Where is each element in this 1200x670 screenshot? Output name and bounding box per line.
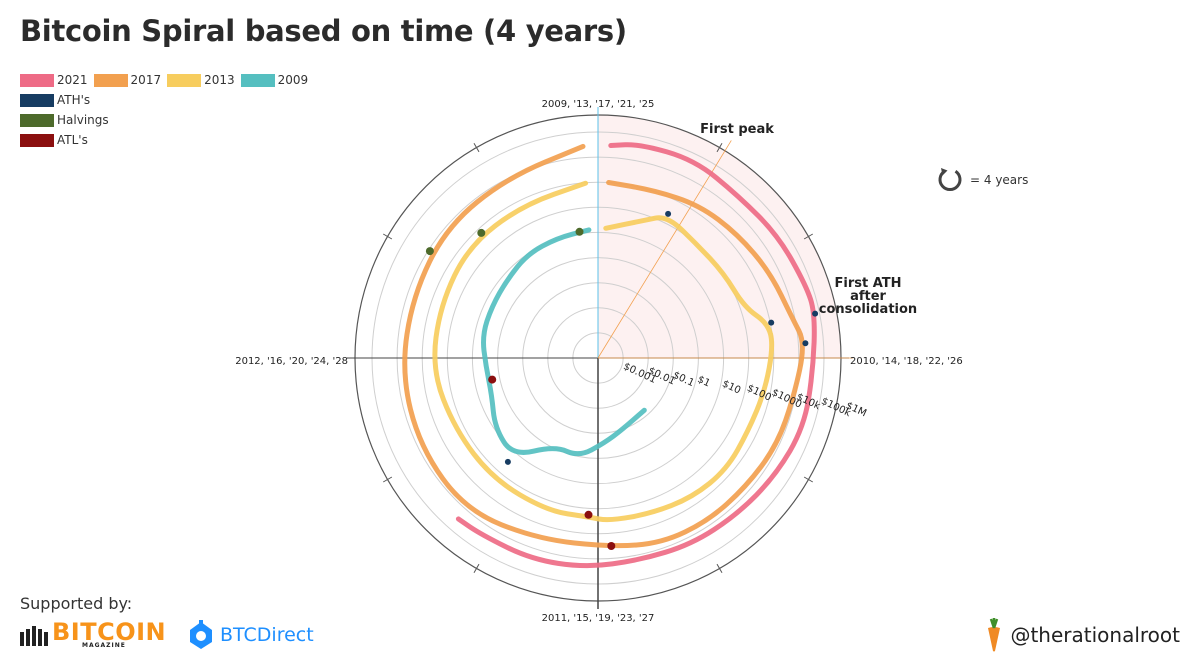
bitcoin-magazine-subword: MAGAZINE bbox=[82, 642, 126, 649]
legend-item-2013[interactable]: 2013 bbox=[167, 73, 235, 87]
chart-annotations: First peak First ATH after consolidation bbox=[700, 122, 917, 317]
legend-item-2021[interactable]: 2021 bbox=[20, 73, 88, 87]
angle-tick bbox=[473, 563, 480, 574]
chart-title: Bitcoin Spiral based on time (4 years) bbox=[20, 14, 627, 48]
angle-label-bottom: 2011, '15, '19, '23, '27 bbox=[542, 613, 655, 624]
legend-label-atl: ATL's bbox=[57, 133, 88, 147]
annotation-first-peak: First peak bbox=[700, 122, 774, 137]
ath-marker bbox=[812, 310, 819, 317]
legend-label-2013: 2013 bbox=[204, 73, 235, 87]
legend-item-atl[interactable]: ATL's bbox=[20, 130, 314, 150]
guide-line bbox=[597, 140, 732, 359]
series-2021 bbox=[455, 142, 817, 569]
series-2009 bbox=[481, 227, 647, 457]
legend-swatch-2017 bbox=[93, 73, 128, 87]
halving-marker bbox=[425, 247, 434, 256]
ath-marker bbox=[802, 340, 809, 347]
radial-tick-label: $1 bbox=[696, 374, 712, 389]
radial-tick-label: $0.1 bbox=[671, 370, 696, 389]
annotation-first-ath: First ATH after consolidation bbox=[819, 276, 917, 317]
legend-swatch-2021 bbox=[20, 73, 54, 87]
four-years-note: = 4 years bbox=[936, 166, 1028, 194]
angle-tick bbox=[716, 142, 723, 153]
btcdirect-logo[interactable]: BTCDirect bbox=[188, 620, 314, 650]
bitcoin-magazine-wordmark: BITCOIN bbox=[52, 618, 167, 646]
chart-grid bbox=[347, 107, 854, 609]
bitcoin-magazine-icon bbox=[20, 625, 48, 646]
legend-label-2021: 2021 bbox=[57, 73, 88, 87]
btcdirect-wordmark: BTCDirect bbox=[220, 624, 314, 646]
angle-label-right: 2010, '14, '18, '22, '26 bbox=[850, 356, 963, 367]
legend-swatch-2013 bbox=[167, 73, 202, 87]
angle-tick bbox=[382, 233, 393, 240]
legend-item-2009[interactable]: 2009 bbox=[240, 73, 309, 87]
legend-swatch-atl bbox=[20, 133, 54, 147]
annotation-first-ath-line: First ATH bbox=[834, 276, 901, 291]
author-handle-text: @therationalroot bbox=[1010, 623, 1180, 647]
annotation-first-ath-line: consolidation bbox=[819, 302, 917, 317]
radial-tick-label: $10 bbox=[720, 379, 742, 397]
angle-tick bbox=[716, 563, 723, 574]
ath-marker bbox=[665, 210, 672, 217]
chart-series bbox=[402, 142, 817, 569]
author-handle[interactable]: @therationalroot bbox=[984, 618, 1180, 652]
carrot-icon bbox=[988, 618, 1001, 652]
legend: 2021 2017 2013 2009 ATH's Halvings ATL's bbox=[20, 70, 314, 150]
highlight-quadrant bbox=[598, 115, 841, 358]
angle-tick bbox=[803, 476, 814, 483]
btcdirect-icon bbox=[190, 620, 212, 649]
legend-item-ath[interactable]: ATH's bbox=[20, 90, 314, 110]
angle-tick bbox=[382, 476, 393, 483]
legend-swatch-ath bbox=[20, 93, 54, 107]
angle-label-top: 2009, '13, '17, '21, '25 bbox=[542, 99, 655, 110]
angle-tick bbox=[473, 142, 480, 153]
chart-background bbox=[598, 115, 841, 358]
legend-item-halvings[interactable]: Halvings bbox=[20, 110, 314, 130]
atl-marker bbox=[488, 375, 497, 384]
cycle-arrow-icon bbox=[938, 168, 962, 192]
legend-label-2017: 2017 bbox=[130, 73, 162, 87]
legend-label-halvings: Halvings bbox=[57, 113, 109, 127]
supported-by-label: Supported by: bbox=[20, 594, 133, 613]
legend-label-2009: 2009 bbox=[277, 73, 309, 87]
annotation-first-ath-line: after bbox=[850, 289, 886, 304]
chart-markers bbox=[425, 210, 819, 550]
legend-swatch-2009 bbox=[240, 73, 275, 87]
legend-item-2017[interactable]: 2017 bbox=[93, 73, 162, 87]
halving-marker bbox=[477, 228, 486, 237]
angle-tick bbox=[803, 233, 814, 240]
four-years-label: = 4 years bbox=[970, 173, 1029, 187]
ath-marker bbox=[768, 319, 775, 326]
ath-marker bbox=[504, 458, 511, 465]
halving-marker bbox=[575, 227, 584, 236]
legend-label-ath: ATH's bbox=[57, 93, 91, 107]
atl-marker bbox=[607, 542, 616, 550]
atl-marker bbox=[584, 510, 593, 519]
bitcoin-magazine-logo[interactable]: BITCOIN MAGAZINE bbox=[20, 620, 166, 649]
legend-row-cycles: 2021 2017 2013 2009 bbox=[20, 70, 314, 90]
series-2017 bbox=[402, 143, 805, 549]
series-2013 bbox=[432, 180, 775, 523]
angle-label-left: 2012, '16, '20, '24, '28 bbox=[235, 356, 348, 367]
legend-swatch-halvings bbox=[20, 113, 54, 127]
